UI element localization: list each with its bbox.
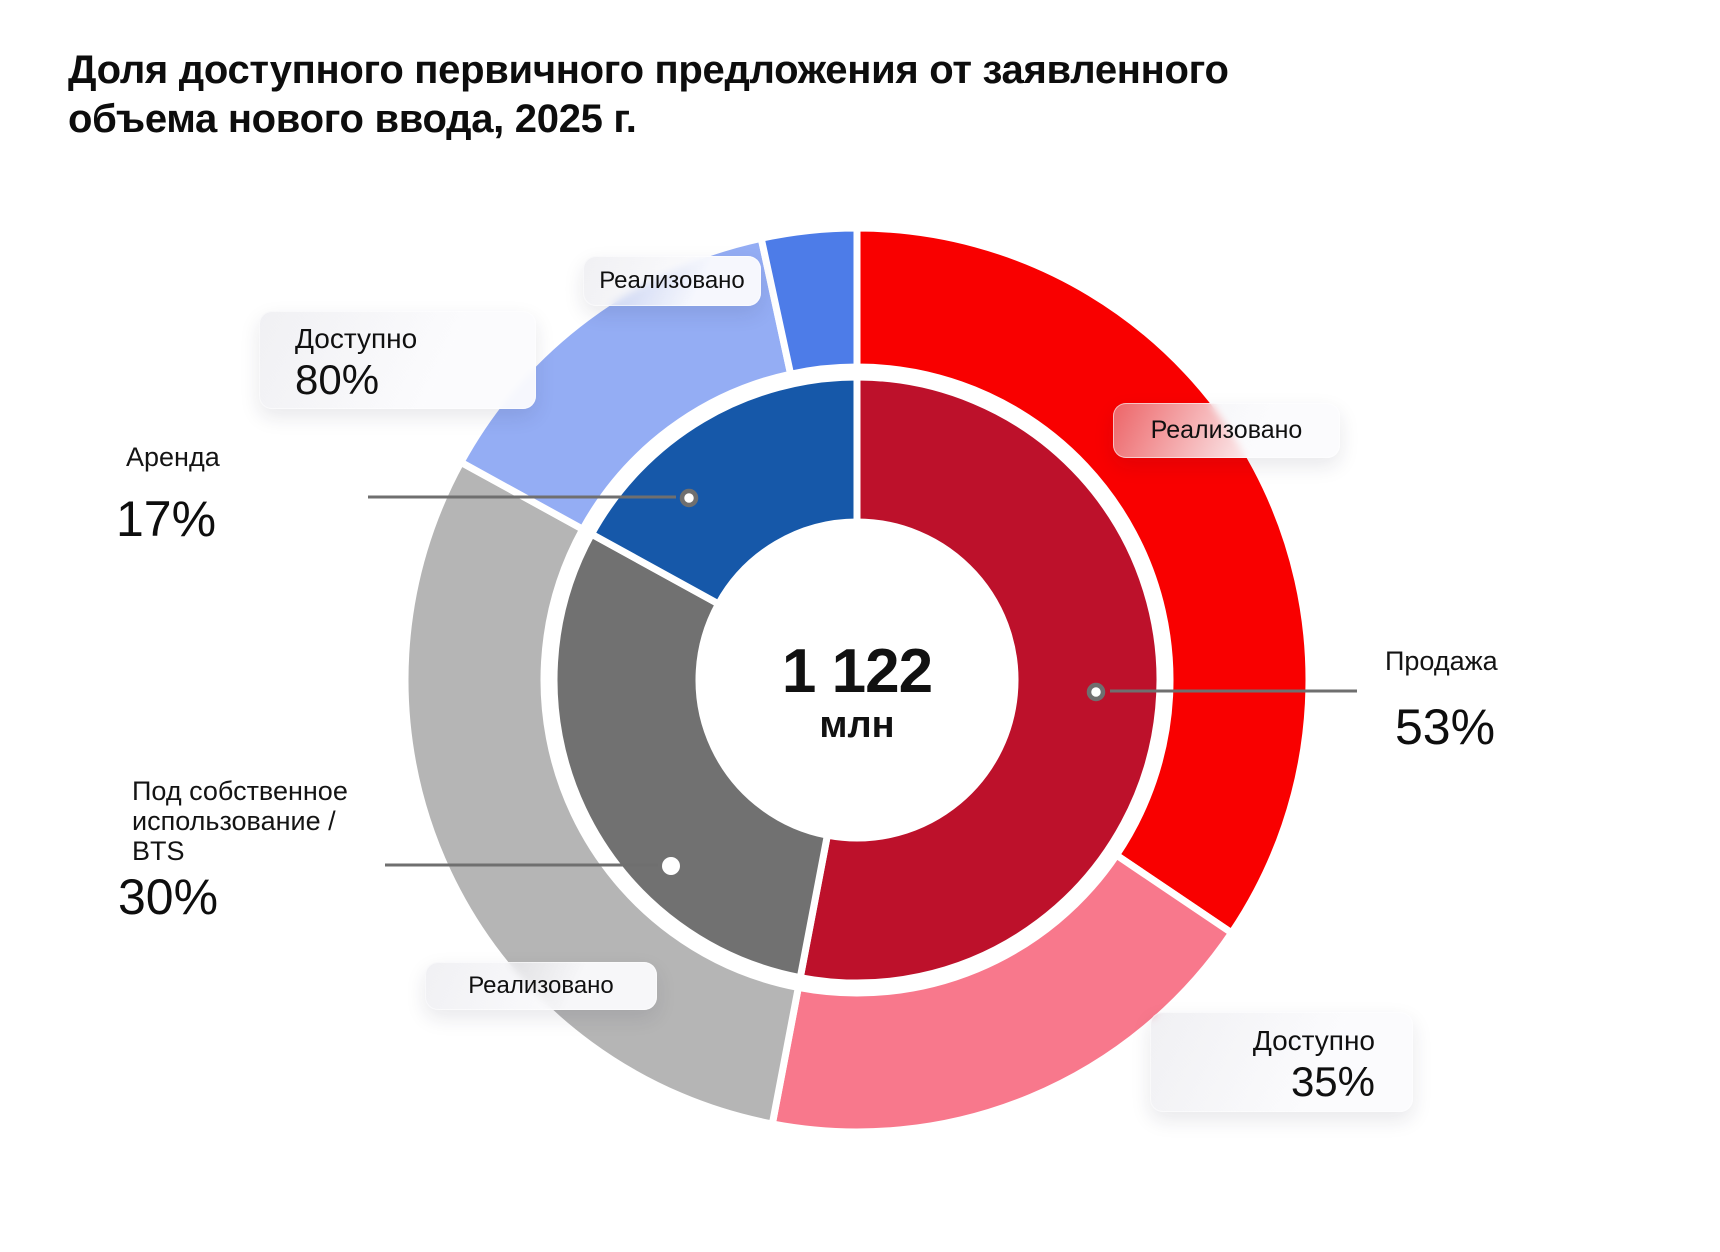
center-unit: млн xyxy=(819,704,895,746)
segment-inner-bts xyxy=(550,529,832,982)
value-bts: 30% xyxy=(118,869,219,925)
callout-dot-arenda xyxy=(679,488,699,508)
badge-arenda-dostupno-value: 80% xyxy=(295,356,380,403)
value-prodazha: 53% xyxy=(1395,699,1496,755)
badge-bts-realizovano-label: Реализовано xyxy=(468,972,614,999)
badge-arenda-realizovano-label: Реализовано xyxy=(599,267,745,294)
callout-dot-bts xyxy=(662,857,680,875)
segment-outer-arenda-realizovano xyxy=(757,224,861,379)
badge-bts-realizovano: Реализовано xyxy=(425,962,657,1010)
badge-prodazha-dostupno: Доступно 35% xyxy=(1150,1012,1413,1112)
badge-prodazha-realizovano-label: Реализовано xyxy=(1150,416,1303,444)
badge-arenda-dostupno-label: Доступно xyxy=(295,323,418,354)
callout-dot-prodazha xyxy=(1086,682,1106,702)
badge-arenda-realizovano: Реализовано xyxy=(583,256,761,306)
label-prodazha: Продажа xyxy=(1385,646,1498,676)
segment-inner-prodazha xyxy=(796,373,1164,987)
badge-prodazha-dostupno-label: Доступно xyxy=(1252,1025,1375,1056)
chart-title-line2: объема нового ввода, 2025 г. xyxy=(68,97,637,141)
label-arenda: Аренда xyxy=(126,442,220,472)
center-value: 1 122 xyxy=(781,637,933,706)
label-bts: Под собственное использование / BTS xyxy=(132,776,348,866)
chart-title-line1: Доля доступного первичного предложения о… xyxy=(68,48,1229,92)
value-arenda: 17% xyxy=(116,491,217,547)
badge-arenda-dostupno: Доступно 80% xyxy=(259,311,536,409)
badge-prodazha-realizovano: Реализовано xyxy=(1113,403,1340,458)
badge-prodazha-dostupno-value: 35% xyxy=(1290,1058,1375,1105)
chart-title: Доля доступного первичного предложения о… xyxy=(68,46,1229,144)
segment-inner-arenda xyxy=(586,373,861,609)
segment-outer-prodazha-dostupno xyxy=(768,850,1237,1136)
